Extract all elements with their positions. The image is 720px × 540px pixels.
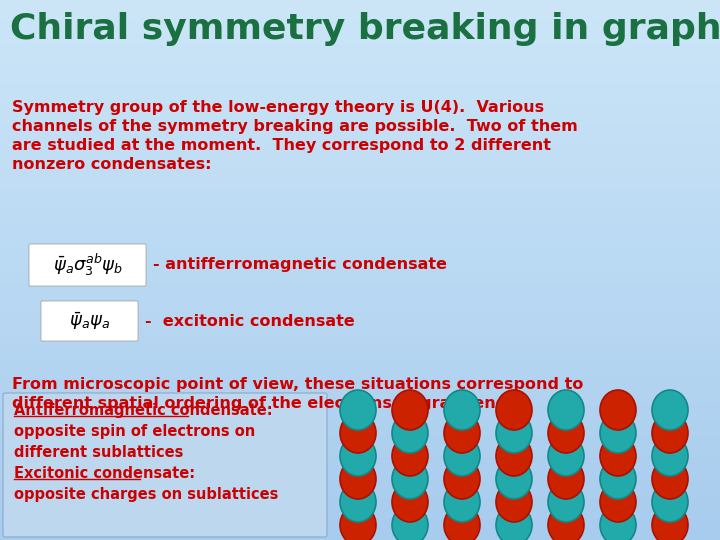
Text: Chiral symmetry breaking in graphene: Chiral symmetry breaking in graphene: [10, 12, 720, 46]
Ellipse shape: [652, 505, 688, 540]
Ellipse shape: [340, 413, 376, 453]
Ellipse shape: [392, 413, 428, 453]
Ellipse shape: [496, 390, 532, 430]
FancyBboxPatch shape: [41, 301, 138, 341]
Ellipse shape: [548, 436, 584, 476]
Ellipse shape: [600, 505, 636, 540]
Ellipse shape: [444, 505, 480, 540]
Ellipse shape: [340, 390, 376, 430]
Text: are studied at the moment.  They correspond to 2 different: are studied at the moment. They correspo…: [12, 138, 551, 153]
Ellipse shape: [652, 413, 688, 453]
Ellipse shape: [652, 482, 688, 522]
Ellipse shape: [496, 436, 532, 476]
Ellipse shape: [652, 459, 688, 499]
Ellipse shape: [548, 505, 584, 540]
Text: From microscopic point of view, these situations correspond to: From microscopic point of view, these si…: [12, 377, 583, 392]
Ellipse shape: [548, 482, 584, 522]
Ellipse shape: [392, 505, 428, 540]
Ellipse shape: [600, 482, 636, 522]
Ellipse shape: [444, 390, 480, 430]
Ellipse shape: [444, 413, 480, 453]
Ellipse shape: [496, 482, 532, 522]
Text: opposite charges on sublattices: opposite charges on sublattices: [14, 487, 279, 502]
Ellipse shape: [548, 390, 584, 430]
Text: opposite spin of electrons on: opposite spin of electrons on: [14, 424, 256, 439]
Ellipse shape: [496, 459, 532, 499]
Text: different sublattices: different sublattices: [14, 445, 184, 460]
Text: Antiferromagnetic condensate:: Antiferromagnetic condensate:: [14, 403, 273, 418]
Ellipse shape: [340, 459, 376, 499]
Ellipse shape: [496, 413, 532, 453]
Text: nonzero condensates:: nonzero condensates:: [12, 157, 212, 172]
FancyBboxPatch shape: [29, 244, 146, 286]
Ellipse shape: [340, 436, 376, 476]
Ellipse shape: [600, 390, 636, 430]
Text: - antifferromagnetic condensate: - antifferromagnetic condensate: [153, 258, 447, 273]
Ellipse shape: [392, 390, 428, 430]
Text: channels of the symmetry breaking are possible.  Two of them: channels of the symmetry breaking are po…: [12, 119, 577, 134]
Ellipse shape: [444, 436, 480, 476]
Text: $\bar{\psi}_a \psi_a$: $\bar{\psi}_a \psi_a$: [69, 310, 110, 332]
Ellipse shape: [600, 459, 636, 499]
Ellipse shape: [392, 436, 428, 476]
Ellipse shape: [652, 436, 688, 476]
Ellipse shape: [444, 482, 480, 522]
Ellipse shape: [392, 482, 428, 522]
Ellipse shape: [600, 413, 636, 453]
Ellipse shape: [496, 505, 532, 540]
Ellipse shape: [548, 413, 584, 453]
Text: Excitonic condensate:: Excitonic condensate:: [14, 466, 195, 481]
Ellipse shape: [652, 390, 688, 430]
Ellipse shape: [444, 459, 480, 499]
Text: -  excitonic condensate: - excitonic condensate: [145, 314, 355, 328]
FancyBboxPatch shape: [3, 393, 327, 537]
Text: different spatial ordering of the electrons in graphene.: different spatial ordering of the electr…: [12, 396, 513, 411]
Ellipse shape: [548, 459, 584, 499]
Ellipse shape: [340, 505, 376, 540]
Ellipse shape: [392, 459, 428, 499]
Ellipse shape: [340, 482, 376, 522]
Text: Symmetry group of the low-energy theory is U(4).  Various: Symmetry group of the low-energy theory …: [12, 100, 544, 115]
Ellipse shape: [600, 436, 636, 476]
Text: $\bar{\psi}_a \sigma_3^{ab} \psi_b$: $\bar{\psi}_a \sigma_3^{ab} \psi_b$: [53, 252, 122, 278]
